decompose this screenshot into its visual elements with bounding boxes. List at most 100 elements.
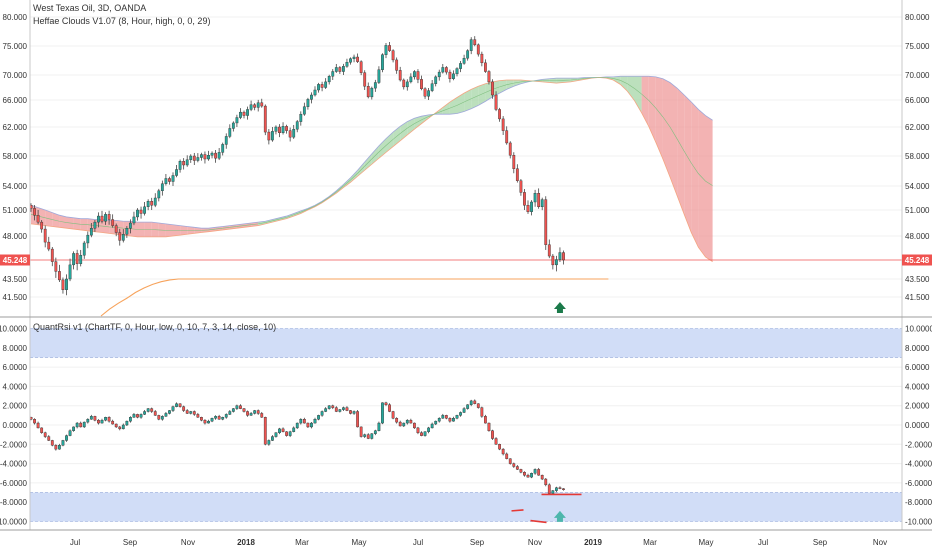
rsi-candle	[271, 435, 274, 442]
rsi-candle-body	[558, 487, 562, 489]
rsi-candle	[455, 414, 459, 420]
rsi-candle-body	[306, 422, 310, 428]
rsi-candle	[132, 412, 136, 418]
price-candle	[295, 119, 299, 133]
price-candle-body	[72, 253, 76, 266]
rsi-candle	[427, 426, 430, 434]
rsi-candle-body	[505, 453, 509, 459]
rsi-candle	[50, 439, 54, 447]
price-candle	[182, 158, 186, 170]
time-axis[interactable]: Jul Sep Nov 2018 Mar May Jul Sep Nov 2019 Mar May Ju…	[70, 538, 887, 547]
price-candle-body	[246, 109, 249, 116]
price-candle-body	[537, 192, 541, 207]
time-tick-label: Jul	[70, 538, 80, 547]
price-candle	[207, 150, 210, 161]
price-candle-body	[75, 253, 79, 264]
rsi-candle-body	[207, 420, 210, 424]
price-candle	[398, 66, 402, 82]
rsi-candle-body	[121, 424, 125, 430]
price-candle-body	[132, 216, 136, 224]
price-candle	[498, 107, 501, 122]
price-candle	[416, 69, 420, 84]
rsi-candle-body	[423, 431, 427, 436]
price-candle	[494, 91, 498, 112]
price-candle-body	[299, 113, 303, 122]
price-candle-body	[540, 199, 544, 208]
price-candle	[121, 229, 125, 243]
indicator-legend-heffae[interactable]: Heffae Clouds V1.07 (8, Hour, high, 0, 0…	[33, 16, 210, 26]
rsi-candle-body	[295, 422, 299, 429]
cloud-segment	[691, 102, 699, 248]
rsi-tick-label-right: 2.0000	[905, 402, 930, 411]
rsi-candle-body	[331, 405, 335, 408]
rsi-candle	[292, 426, 296, 433]
price-candle	[260, 98, 264, 108]
price-pane[interactable]	[29, 16, 902, 317]
rsi-candle-body	[288, 431, 292, 436]
price-candle-body	[526, 204, 530, 212]
last-price-right-text: 45.248	[905, 256, 930, 265]
rsi-candle-body	[79, 422, 83, 428]
price-axis[interactable]: 80.000 80.000 75.000 75.000 70.000 70.000 66.0…	[3, 13, 930, 302]
price-candle-body	[189, 155, 193, 160]
orange-support-line	[100, 278, 609, 317]
rsi-candle-body	[260, 413, 264, 418]
time-tick-label: Jul	[758, 538, 768, 547]
rsi-candle	[356, 410, 359, 428]
cloud-segment	[364, 153, 372, 171]
price-candle-body	[58, 271, 61, 281]
rsi-candle	[420, 431, 423, 437]
price-candle-body	[143, 206, 146, 214]
chart-title[interactable]: West Texas Oil, 3D, OANDA	[33, 3, 146, 13]
last-price-tag-left: 45.248	[0, 254, 30, 266]
rsi-candle	[121, 423, 125, 430]
price-candle-body	[136, 209, 139, 218]
price-candle-body	[111, 219, 115, 226]
rsi-tick-label-right: -4.0000	[905, 460, 932, 469]
price-candle	[203, 151, 207, 164]
rsi-pane[interactable]	[29, 328, 902, 524]
rsi-axis[interactable]: 10.0000 10.0000 8.0000 8.0000 6.0000 6.0000 4.…	[0, 325, 932, 527]
rsi-candle-body	[40, 427, 44, 433]
time-tick-label: Nov	[528, 538, 542, 547]
rsi-candle-body	[405, 419, 409, 424]
rsi-candle-body	[36, 422, 40, 429]
price-candle	[459, 60, 462, 73]
rsi-candle-body	[413, 422, 416, 429]
rsi-candle	[498, 443, 501, 451]
rsi-candle	[171, 405, 175, 412]
price-candle	[540, 197, 544, 211]
rsi-candle-body	[469, 400, 473, 405]
price-candle	[210, 151, 214, 159]
price-candle-body	[508, 142, 512, 156]
price-candle-body	[65, 278, 68, 291]
rsi-candle	[228, 410, 232, 415]
price-candle	[526, 200, 530, 214]
rsi-candle-body	[409, 419, 413, 424]
time-tick-label: Nov	[181, 538, 195, 547]
rsi-tick-label-right: 8.0000	[905, 344, 930, 353]
price-candle	[40, 220, 44, 233]
price-candle-body	[402, 79, 406, 88]
price-candle-body	[221, 144, 225, 153]
rsi-candle-body	[50, 440, 54, 446]
rsi-candle	[444, 414, 448, 420]
rsi-candle	[306, 422, 310, 428]
price-candle-body	[523, 192, 526, 206]
rsi-candle-body	[373, 430, 377, 434]
price-candle	[221, 142, 225, 156]
rsi-candle-body	[100, 419, 104, 424]
rsi-candle	[310, 422, 313, 429]
indicator-legend-quantrsi[interactable]: QuantRsi v1 (ChartTF, 0, Hour, low, 0, 1…	[33, 322, 276, 332]
rsi-candle	[189, 410, 193, 415]
price-tick-label-right: 48.000	[905, 232, 930, 241]
rsi-candle-body	[473, 400, 477, 404]
price-candle-body	[466, 50, 470, 59]
price-candle-body	[43, 228, 47, 243]
price-candle	[299, 111, 303, 126]
rsi-candle-body	[256, 410, 260, 414]
price-candle-body	[82, 242, 86, 256]
up-arrow-icon	[553, 302, 566, 313]
cloud-segment	[492, 80, 500, 97]
